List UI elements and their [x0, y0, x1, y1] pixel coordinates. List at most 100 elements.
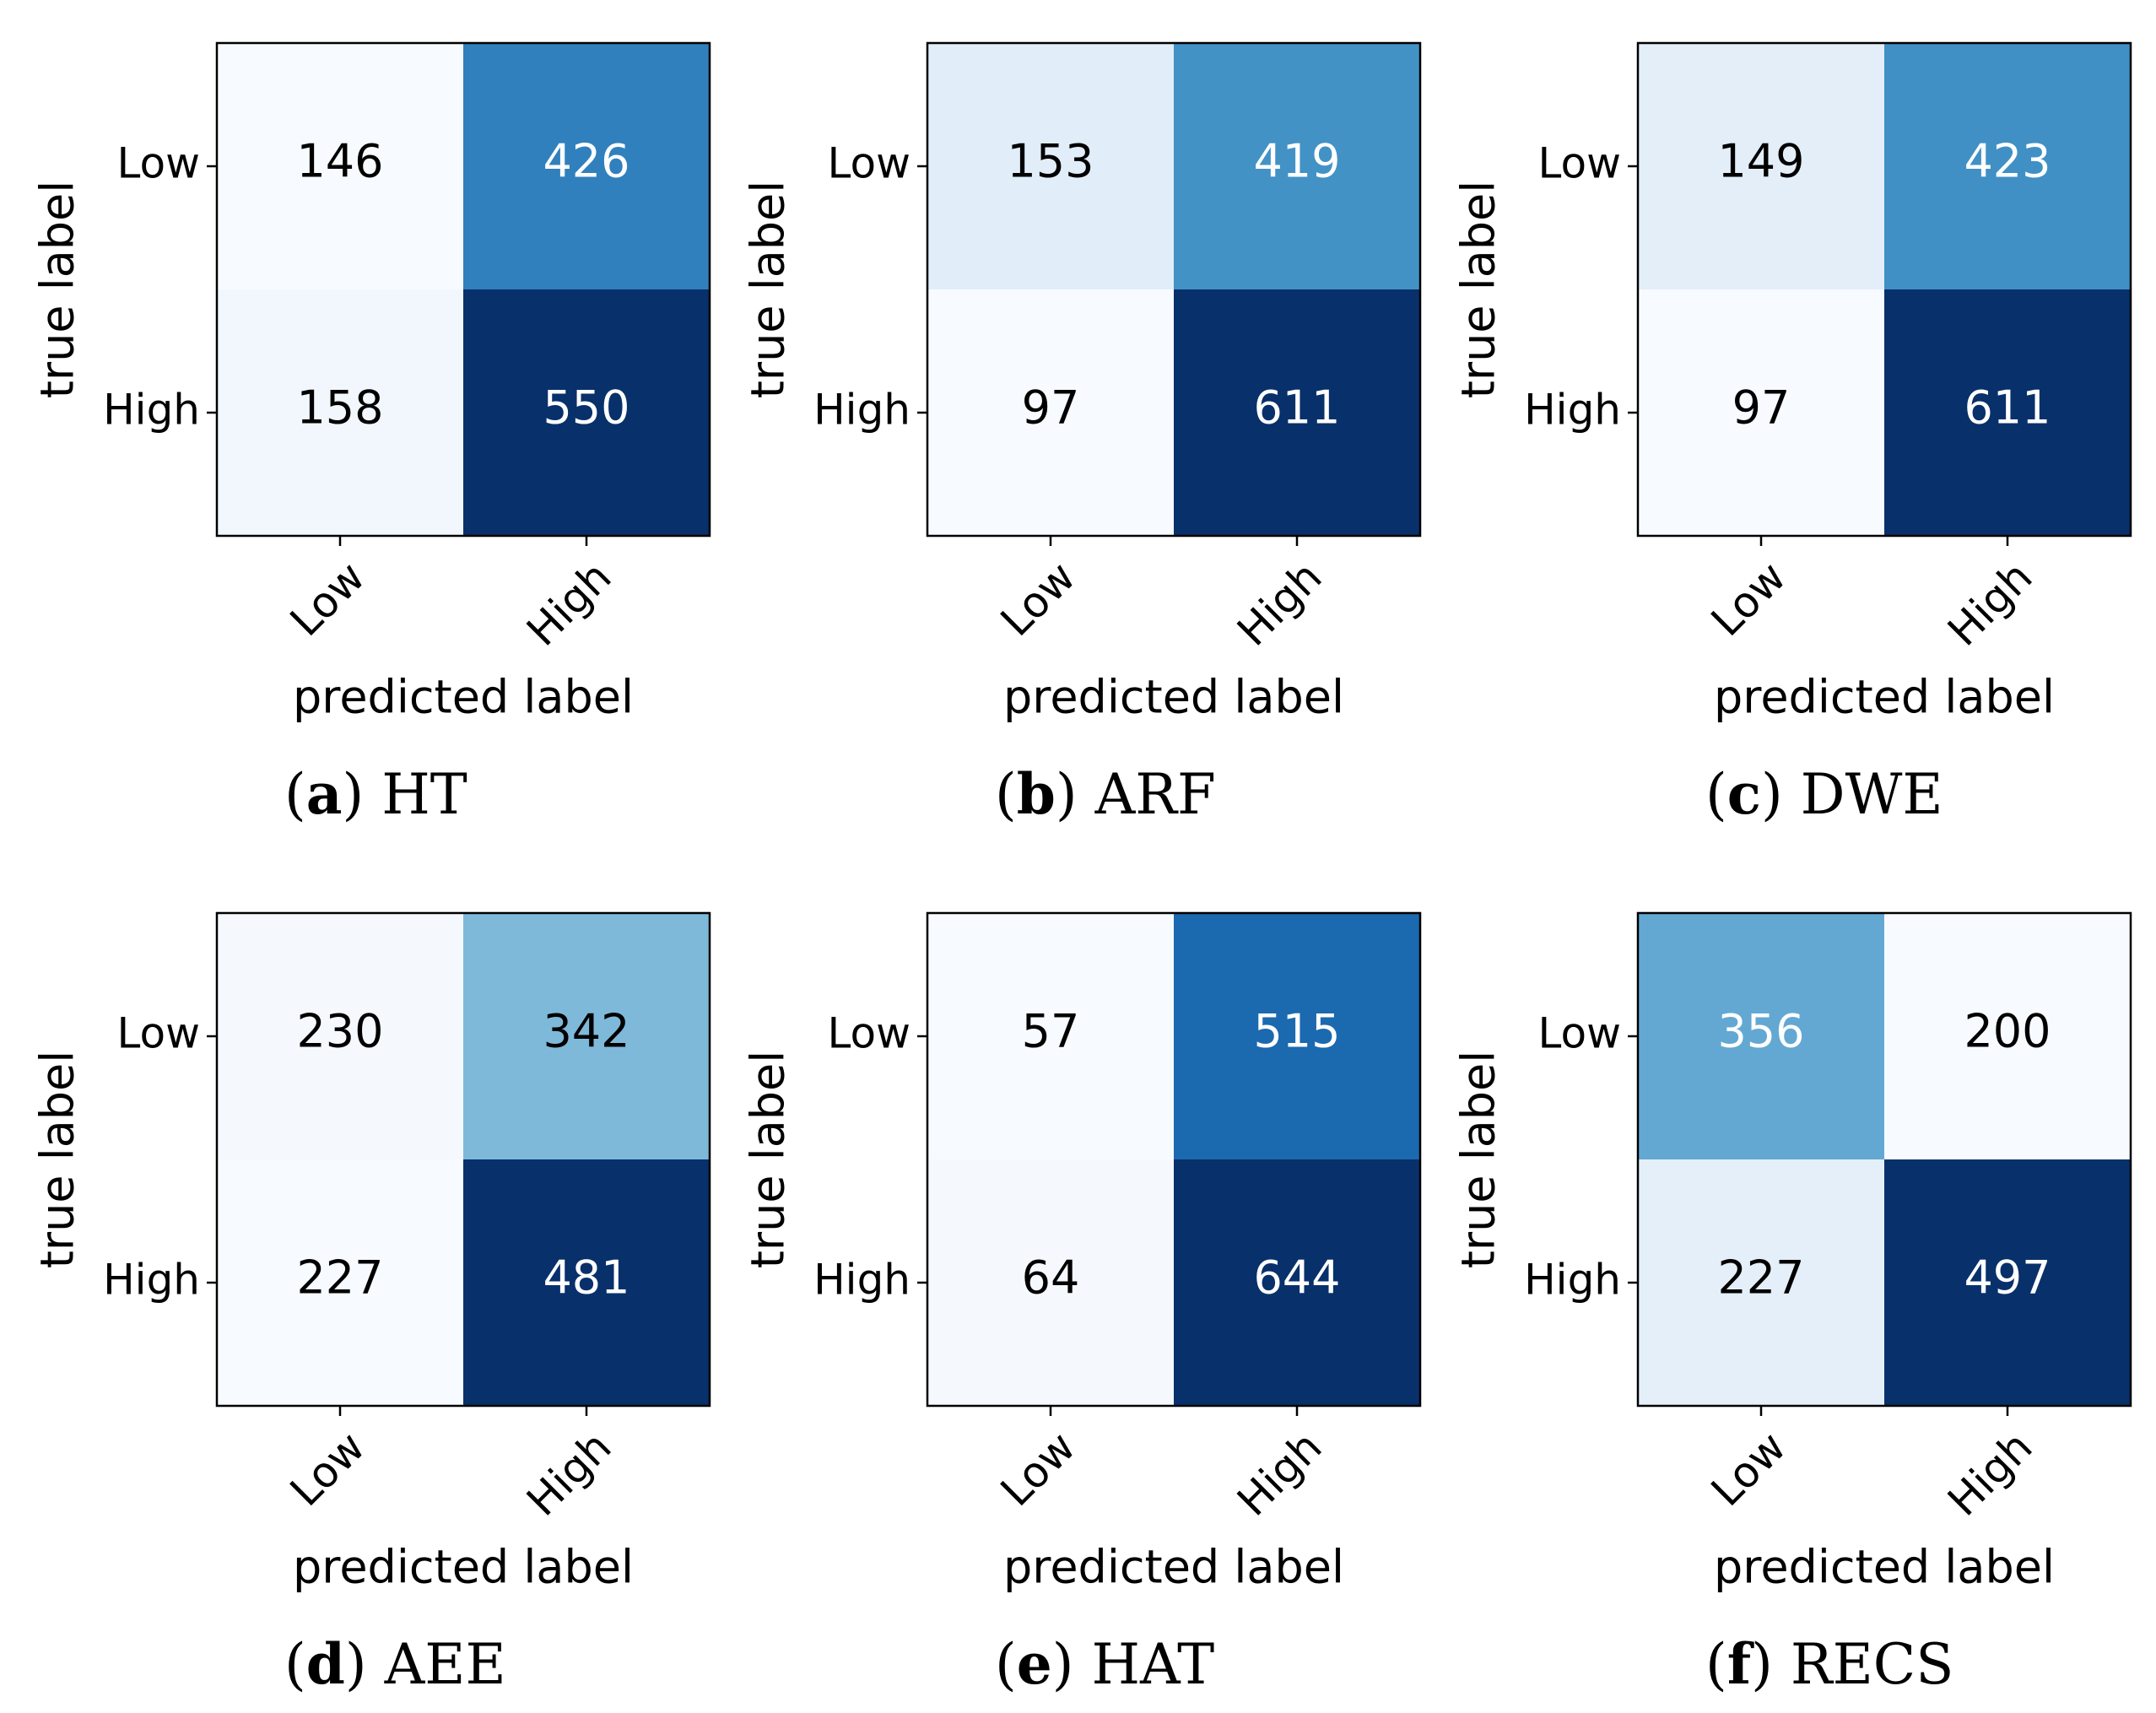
- x-axis-label: predicted label: [293, 671, 634, 724]
- confusion-matrix-panel-e: 57 515 64 644 Low High Low High predicted label t…: [742, 911, 1422, 1697]
- confusion-matrix-panel-c: 149 423 97 611 Low High Low High predicted label…: [1452, 41, 2132, 827]
- x-axis-label: predicted label: [1003, 671, 1344, 724]
- cell-value-label: 611: [1964, 381, 2051, 435]
- heatmap-cell: [1884, 289, 2131, 536]
- confusion-matrix-panel-f: 356 200 227 497 Low High Low High predicted labe…: [1452, 911, 2132, 1697]
- cell-value-label: 426: [543, 135, 630, 188]
- cell-value-label: 342: [543, 1005, 630, 1058]
- heatmap-frame: [215, 911, 711, 1408]
- heatmap-cell: [1638, 289, 1884, 536]
- x-axis-label: predicted label: [1003, 1541, 1344, 1594]
- cell-value-label: 227: [296, 1251, 383, 1305]
- y-tick-label: Low: [828, 139, 910, 188]
- confusion-matrix-panel-b: 153 419 97 611 Low High Low High predicted label…: [742, 41, 1422, 827]
- cell-value-label: 644: [1253, 1251, 1340, 1305]
- confusion-matrix-panel-d: 230 342 227 481 Low High Low High predicted labe…: [31, 911, 711, 1697]
- panel-caption: (a) HT: [284, 761, 467, 827]
- cell-value-label: 230: [296, 1005, 383, 1058]
- heatmap-cell: [463, 289, 710, 536]
- cell-value-label: 97: [1732, 381, 1791, 435]
- heatmap-cell: [927, 289, 1174, 536]
- heatmap-frame: [926, 911, 1422, 1408]
- y-axis-label: true label: [31, 1051, 84, 1269]
- heatmap-cell: [217, 289, 463, 536]
- heatmap-cell: [1884, 1159, 2131, 1406]
- cell-value-label: 419: [1253, 135, 1340, 188]
- y-tick-label: Low: [1538, 139, 1621, 188]
- y-axis-label: true label: [1452, 181, 1505, 399]
- heatmap-cell: [217, 1159, 463, 1406]
- y-tick-label: High: [103, 386, 200, 435]
- x-tick-label: High: [1228, 1422, 1331, 1525]
- heatmap-cell: [463, 913, 710, 1159]
- panel-caption: (e) HAT: [995, 1631, 1214, 1697]
- cell-value-label: 153: [1007, 135, 1094, 188]
- y-axis-label: true label: [1452, 1051, 1505, 1269]
- heatmap-cell: [927, 1159, 1174, 1406]
- x-tick-label: High: [1228, 552, 1331, 655]
- panel-caption: (f) RECS: [1705, 1631, 1953, 1697]
- cell-value-label: 423: [1964, 135, 2051, 188]
- panel-caption: (b) ARF: [995, 761, 1216, 827]
- x-axis-label: predicted label: [1714, 671, 2055, 724]
- heatmap-frame: [926, 41, 1422, 538]
- heatmap-cell: [1174, 289, 1420, 536]
- heatmap-cell: [1174, 1159, 1420, 1406]
- heatmap-frame: [1636, 41, 2132, 538]
- heatmap-cell: [217, 43, 463, 289]
- heatmap-cell: [1638, 913, 1884, 1159]
- y-tick-label: High: [1524, 386, 1621, 435]
- cell-value-label: 57: [1022, 1005, 1080, 1058]
- confusion-matrix-panel-a: 146 426 158 550 Low High Low High predicted labe…: [31, 41, 711, 827]
- y-tick-label: High: [813, 386, 910, 435]
- x-tick-label: Low: [992, 552, 1085, 646]
- heatmap-cell: [1174, 43, 1420, 289]
- heatmap-cell: [927, 43, 1174, 289]
- cell-value-label: 64: [1022, 1251, 1080, 1305]
- x-axis-label: predicted label: [293, 1541, 634, 1594]
- heatmap-cell: [463, 43, 710, 289]
- y-tick-label: Low: [117, 139, 200, 188]
- heatmap-cell: [1638, 43, 1884, 289]
- cell-value-label: 146: [296, 135, 383, 188]
- y-tick-label: High: [103, 1256, 200, 1305]
- cell-value-label: 149: [1717, 135, 1804, 188]
- y-tick-label: High: [1524, 1256, 1621, 1305]
- y-axis-label: true label: [742, 1051, 795, 1269]
- heatmap-cell: [1174, 913, 1420, 1159]
- cell-value-label: 200: [1964, 1005, 2051, 1058]
- panel-caption: (c) DWE: [1705, 761, 1943, 827]
- x-tick-label: High: [517, 552, 620, 655]
- cell-value-label: 227: [1717, 1251, 1804, 1305]
- x-tick-label: Low: [281, 552, 375, 646]
- x-tick-label: Low: [1702, 552, 1796, 646]
- cell-value-label: 515: [1253, 1005, 1340, 1058]
- cell-value-label: 497: [1964, 1251, 2051, 1305]
- panel-caption: (d) AEE: [284, 1631, 506, 1697]
- y-tick-label: Low: [1538, 1009, 1621, 1058]
- cell-value-label: 550: [543, 381, 630, 435]
- heatmap-frame: [215, 41, 711, 538]
- heatmap-frame: [1636, 911, 2132, 1408]
- heatmap-cell: [927, 913, 1174, 1159]
- cell-value-label: 158: [296, 381, 383, 435]
- x-tick-label: Low: [281, 1422, 375, 1516]
- heatmap-cell: [217, 913, 463, 1159]
- cell-value-label: 356: [1717, 1005, 1804, 1058]
- y-axis-label: true label: [31, 181, 84, 399]
- x-tick-label: High: [1938, 552, 2041, 655]
- cell-value-label: 611: [1253, 381, 1340, 435]
- x-tick-label: High: [1938, 1422, 2041, 1525]
- y-tick-label: Low: [828, 1009, 910, 1058]
- y-tick-label: Low: [117, 1009, 200, 1058]
- cell-value-label: 481: [543, 1251, 630, 1305]
- y-axis-label: true label: [742, 181, 795, 399]
- x-tick-label: Low: [1702, 1422, 1796, 1516]
- x-axis-label: predicted label: [1714, 1541, 2055, 1594]
- heatmap-cell: [1884, 43, 2131, 289]
- heatmap-cell: [1638, 1159, 1884, 1406]
- x-tick-label: High: [517, 1422, 620, 1525]
- y-tick-label: High: [813, 1256, 910, 1305]
- heatmap-cell: [463, 1159, 710, 1406]
